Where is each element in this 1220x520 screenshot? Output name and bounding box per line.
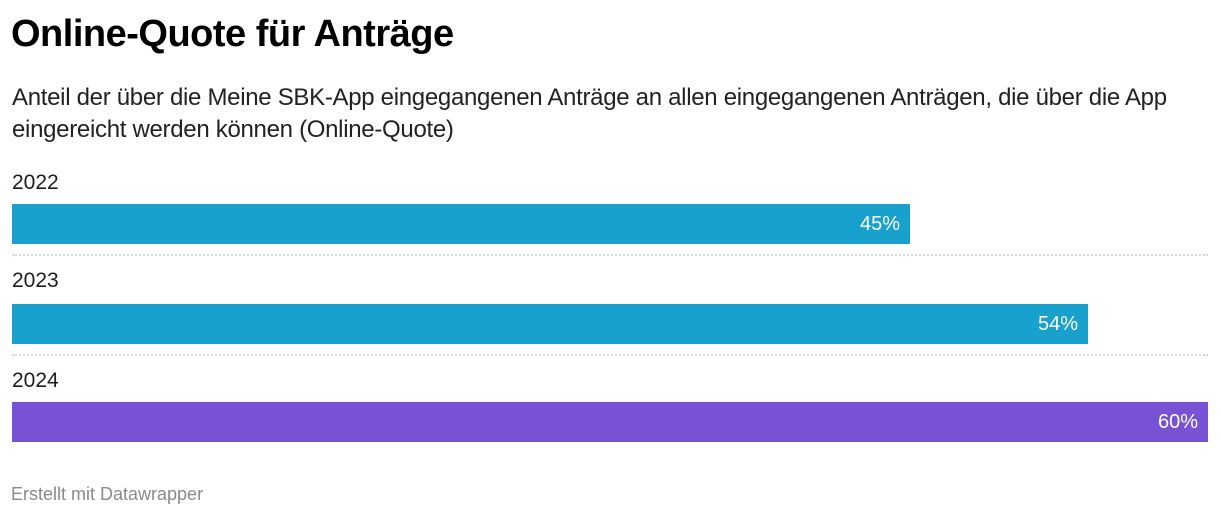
bar-2024: 60% bbox=[12, 402, 1208, 442]
bar-value-2024: 60% bbox=[1157, 411, 1198, 433]
row-label-2022: 2022 bbox=[12, 171, 59, 194]
bar-value-2022: 45% bbox=[859, 213, 900, 235]
row-separator bbox=[12, 354, 1208, 356]
row-label-2024: 2024 bbox=[12, 369, 59, 392]
bar-2022: 45% bbox=[12, 204, 910, 244]
chart-title: Online-Quote für Anträge bbox=[11, 13, 454, 55]
datawrapper-credit: Erstellt mit Datawrapper bbox=[11, 484, 204, 504]
bar-value-2023: 54% bbox=[1037, 313, 1078, 335]
bar-2023: 54% bbox=[12, 304, 1088, 344]
row-separator bbox=[12, 254, 1208, 256]
row-label-2023: 2023 bbox=[12, 269, 59, 292]
chart-subtitle: Anteil der über die Meine SBK-App eingeg… bbox=[12, 84, 1167, 143]
